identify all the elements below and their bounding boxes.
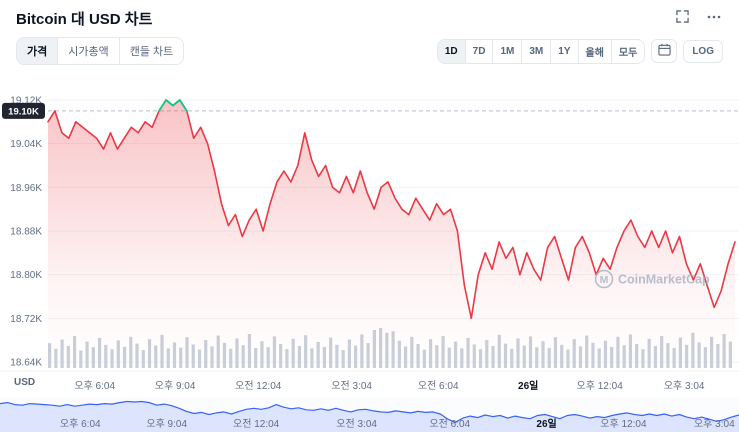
range-1y-button[interactable]: 1Y — [550, 39, 578, 63]
range-7d-button[interactable]: 7D — [464, 39, 493, 63]
coinmarketcap-logo-icon — [594, 269, 614, 289]
watermark-text: CoinMarketCap — [618, 273, 710, 287]
range-ytd-button[interactable]: 올해 — [577, 39, 611, 63]
header: Bitcoin 대 USD 차트 — [0, 0, 739, 36]
price-area-fill — [48, 100, 735, 368]
coinmarketcap-watermark: M CoinMarketCap — [594, 269, 710, 289]
price-line-uptrend — [158, 99, 188, 112]
y-axis-label: 18.72K — [10, 314, 42, 325]
y-axis-label: 19.12K — [10, 96, 42, 107]
range-button-group: 1D 7D 1M 3M 1Y 올해 모두 — [436, 38, 646, 64]
x-axis-label: 오전 12:04 — [235, 381, 282, 392]
calendar-icon — [658, 43, 671, 59]
navigator-label: 오전 6:04 — [429, 419, 471, 430]
navigator-label: 오후 3:04 — [693, 419, 735, 430]
chart-navigator[interactable]: 오후 6:04 오후 9:04 오전 12:04 오전 3:04 오전 6:04 26일 오… — [0, 398, 739, 432]
range-1m-button[interactable]: 1M — [492, 39, 522, 63]
tab-price[interactable]: 가격 — [17, 38, 58, 64]
y-axis-label: 18.88K — [10, 227, 42, 238]
header-actions — [674, 8, 723, 29]
navigator-line — [0, 400, 739, 423]
navigator-label: 오전 12:04 — [233, 419, 280, 430]
chart-view-tabs: 가격 시가총액 캔들 차트 — [16, 37, 185, 65]
x-axis-label: 오전 3:04 — [331, 381, 372, 392]
range-3m-button[interactable]: 3M — [521, 39, 551, 63]
page-title: Bitcoin 대 USD 차트 — [16, 10, 153, 28]
price-chart[interactable]: 19.12K 19.04K 18.96K 18.88K 18.80K 18.72K 18.6… — [0, 70, 739, 375]
fullscreen-icon — [676, 10, 689, 26]
log-scale-button[interactable]: LOG — [683, 39, 723, 63]
y-axis-label: 19.04K — [10, 139, 42, 150]
x-axis-label: 오후 3:04 — [663, 381, 705, 392]
navigator-label: 오후 9:04 — [146, 419, 188, 430]
date-picker-button[interactable] — [651, 39, 678, 63]
ellipsis-icon — [707, 10, 721, 27]
range-all-button[interactable]: 모두 — [610, 39, 645, 63]
navigator-label: 오후 12:04 — [600, 419, 647, 430]
x-axis-label: 오후 9:04 — [154, 381, 196, 392]
current-price-badge: 19.10K — [2, 102, 45, 119]
unit-label: USD — [14, 377, 36, 388]
range-controls: 1D 7D 1M 3M 1Y 올해 모두 LOG — [436, 38, 723, 64]
navigator-chart[interactable] — [0, 398, 739, 432]
svg-text:19.10K: 19.10K — [8, 106, 39, 117]
svg-text:M: M — [600, 274, 609, 286]
tab-marketcap[interactable]: 시가총액 — [57, 38, 119, 64]
x-axis-label: 오후 12:04 — [576, 381, 623, 392]
chart-toolbar: 가격 시가총액 캔들 차트 1D 7D 1M 3M 1Y 올해 모두 LOG — [0, 37, 739, 65]
more-options-button[interactable] — [705, 8, 723, 29]
navigator-label: 오전 3:04 — [336, 419, 377, 430]
tab-candle-chart[interactable]: 캔들 차트 — [118, 38, 184, 64]
navigator-label: 오후 6:04 — [59, 419, 101, 430]
x-axis: USD 오후 6:04 오후 9:04 오전 12:04 오전 3:04 오전 6:04… — [0, 374, 739, 392]
y-axis-label: 18.96K — [10, 183, 42, 194]
y-axis-label: 18.80K — [10, 270, 42, 281]
fullscreen-button[interactable] — [674, 8, 691, 28]
navigator-label: 26일 — [536, 419, 557, 430]
y-axis-label: 18.64K — [10, 358, 42, 369]
x-axis-label: 오전 6:04 — [417, 381, 459, 392]
x-axis-label: 26일 — [518, 381, 539, 392]
x-axis-label: 오후 6:04 — [74, 381, 116, 392]
navigator-area-fill — [0, 401, 739, 432]
range-1d-button[interactable]: 1D — [437, 39, 465, 63]
